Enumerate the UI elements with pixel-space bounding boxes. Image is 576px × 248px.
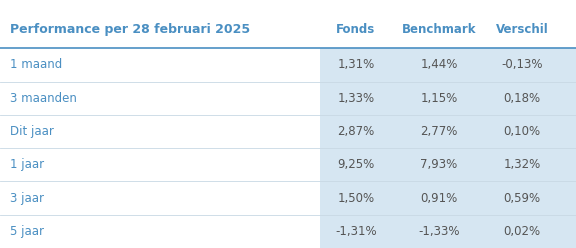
Text: 1 jaar: 1 jaar — [10, 158, 44, 171]
Bar — [320, 148, 576, 182]
Text: 0,59%: 0,59% — [503, 192, 540, 205]
Text: 1,15%: 1,15% — [420, 92, 457, 105]
Bar — [320, 115, 576, 148]
Text: 3 maanden: 3 maanden — [10, 92, 77, 105]
Text: Performance per 28 februari 2025: Performance per 28 februari 2025 — [10, 23, 251, 36]
Bar — [320, 82, 576, 115]
Bar — [320, 215, 576, 248]
Text: 5 jaar: 5 jaar — [10, 225, 44, 238]
Bar — [0, 182, 320, 215]
Text: 0,91%: 0,91% — [420, 192, 457, 205]
Bar — [0, 215, 320, 248]
Text: 1,44%: 1,44% — [420, 59, 457, 71]
Bar — [320, 48, 576, 82]
Text: Dit jaar: Dit jaar — [10, 125, 54, 138]
Text: -1,33%: -1,33% — [418, 225, 460, 238]
Text: 9,25%: 9,25% — [338, 158, 374, 171]
Text: Benchmark: Benchmark — [401, 23, 476, 36]
Text: Fonds: Fonds — [336, 23, 376, 36]
Text: 0,02%: 0,02% — [503, 225, 540, 238]
Text: -1,31%: -1,31% — [335, 225, 377, 238]
Text: 3 jaar: 3 jaar — [10, 192, 44, 205]
Text: 0,10%: 0,10% — [503, 125, 540, 138]
Bar — [0, 82, 320, 115]
Text: 1 maand: 1 maand — [10, 59, 63, 71]
Bar — [0, 115, 320, 148]
Text: 7,93%: 7,93% — [420, 158, 457, 171]
Bar — [0, 10, 576, 48]
Bar — [320, 182, 576, 215]
Text: 2,77%: 2,77% — [420, 125, 457, 138]
Text: 1,32%: 1,32% — [503, 158, 540, 171]
Text: 1,31%: 1,31% — [338, 59, 374, 71]
Text: 2,87%: 2,87% — [338, 125, 374, 138]
Bar — [0, 48, 320, 82]
Bar — [0, 148, 320, 182]
Text: 1,33%: 1,33% — [338, 92, 374, 105]
Text: 0,18%: 0,18% — [503, 92, 540, 105]
Text: Verschil: Verschil — [495, 23, 548, 36]
Text: 1,50%: 1,50% — [338, 192, 374, 205]
Text: -0,13%: -0,13% — [501, 59, 543, 71]
